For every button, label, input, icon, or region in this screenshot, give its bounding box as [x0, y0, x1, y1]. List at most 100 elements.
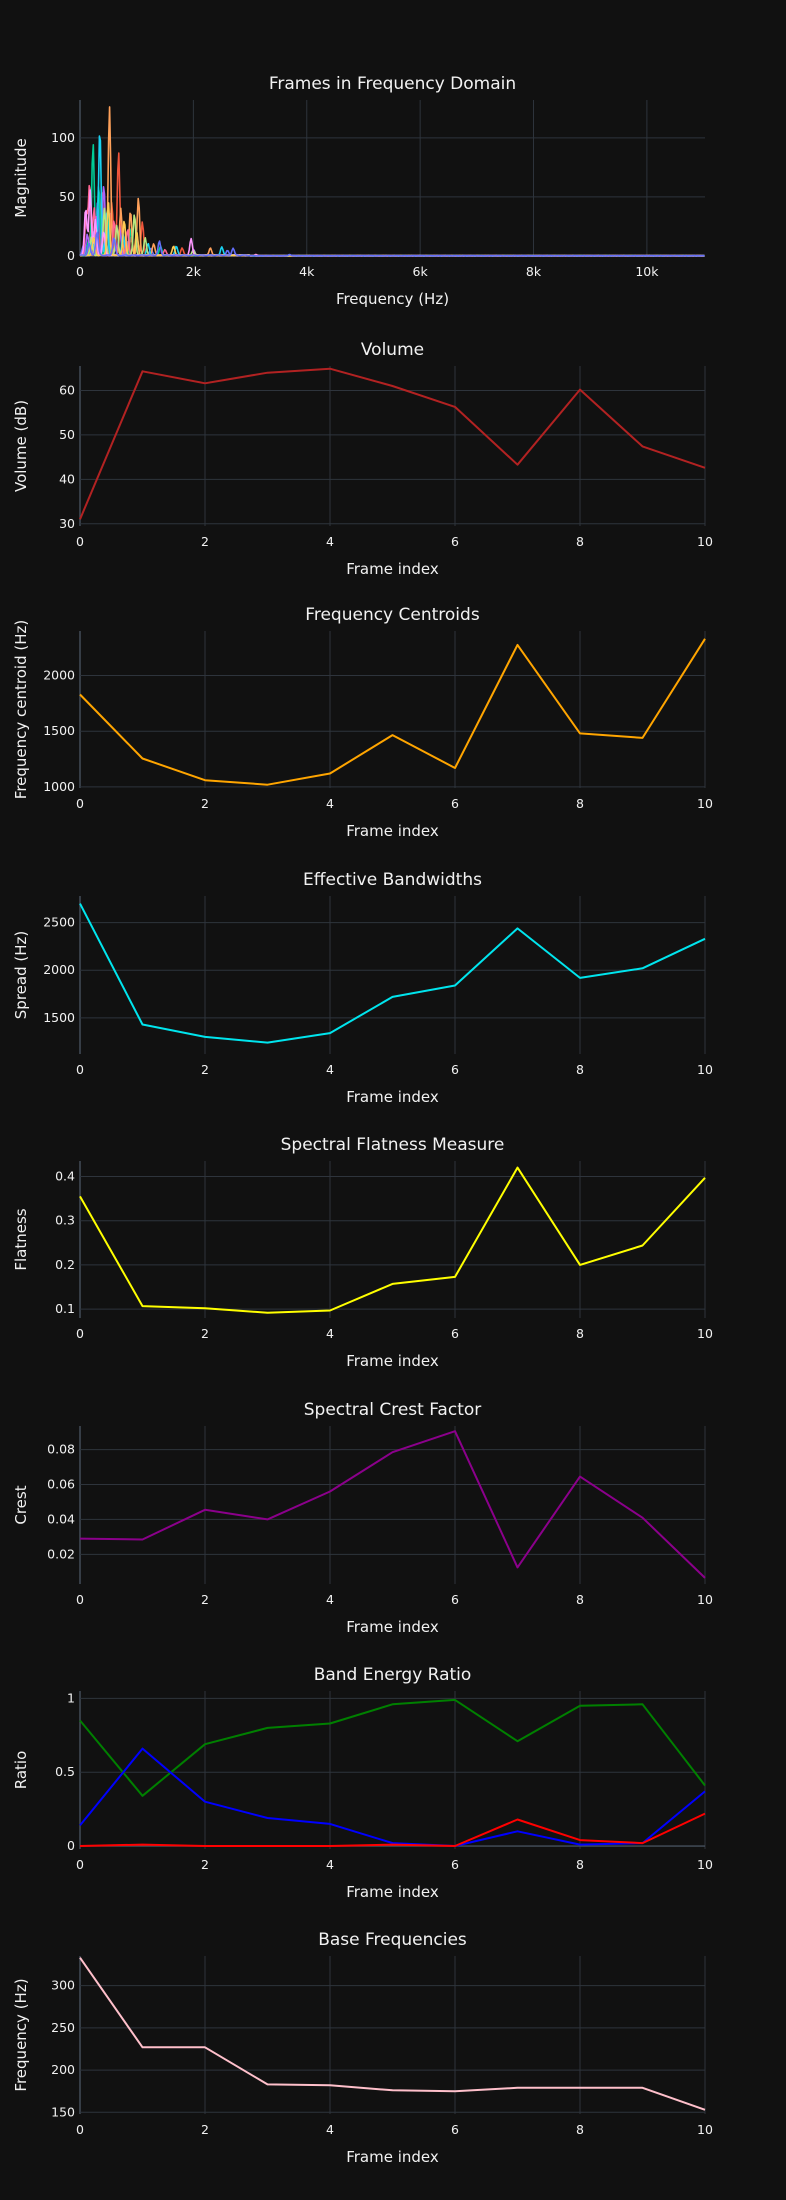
- x-axis-label: Frame index: [346, 1088, 439, 1106]
- series-line-1: [79, 903, 706, 1044]
- y-tick-label: 30: [59, 516, 75, 531]
- chart-panel-5: 0 2 4 6 8 10 0.1 0.2 0.3 0.4 Spectral Flatness Mea…: [12, 1135, 713, 1370]
- x-tick-label: 2: [201, 2122, 209, 2137]
- y-tick-label: 300: [51, 1978, 75, 1993]
- x-tick-label: 2: [201, 1592, 209, 1607]
- y-axis-label: Crest: [12, 1485, 30, 1524]
- chart-title: Spectral Crest Factor: [304, 1400, 482, 1420]
- x-tick-label: 6: [451, 2122, 459, 2137]
- x-tick-label: 0: [76, 2122, 84, 2137]
- y-axis-label: Flatness: [12, 1208, 30, 1270]
- chart-panel-2: 0 2 4 6 8 10 30 40 50 60 Volume Frame index Volume (…: [12, 340, 713, 578]
- x-axis-label: Frame index: [346, 2148, 439, 2166]
- series-line-3: [79, 1812, 706, 1847]
- y-tick-label: 0.08: [47, 1442, 75, 1457]
- chart-title: Frequency Centroids: [305, 605, 480, 625]
- x-tick-label: 6: [451, 1592, 459, 1607]
- y-tick-label: 0.02: [47, 1546, 75, 1561]
- spectrum-series-10: [79, 202, 705, 257]
- x-axis-label: Frame index: [346, 1352, 439, 1370]
- x-tick-label: 0: [76, 534, 84, 549]
- y-tick-label: 0: [67, 248, 75, 263]
- y-axis-label: Frequency (Hz): [12, 1978, 30, 2091]
- spectrum-series-3: [79, 144, 705, 257]
- x-tick-label: 4k: [299, 264, 315, 279]
- y-tick-label: 2500: [43, 915, 75, 930]
- series-line-1: [79, 1166, 706, 1314]
- x-tick-label: 2: [201, 1062, 209, 1077]
- x-tick-label: 4: [326, 1326, 334, 1341]
- x-tick-label: 8k: [526, 264, 542, 279]
- y-tick-label: 1: [67, 1690, 75, 1705]
- x-tick-label: 10: [697, 2122, 713, 2137]
- chart-title: Base Frequencies: [318, 1930, 467, 1950]
- x-tick-label: 4: [326, 796, 334, 811]
- chart-title: Frames in Frequency Domain: [269, 74, 516, 94]
- x-tick-label: 0: [76, 1062, 84, 1077]
- y-tick-label: 2000: [43, 668, 75, 683]
- y-tick-label: 0.2: [55, 1257, 75, 1272]
- series-line-1: [79, 367, 706, 520]
- y-tick-label: 150: [51, 2104, 75, 2119]
- chart-panel-4: 0 2 4 6 8 10 1500 2000 2500 Effective Bandwidths F…: [12, 870, 713, 1106]
- series-line-1: [79, 638, 706, 786]
- x-axis-label: Frame index: [346, 822, 439, 840]
- y-axis-label: Ratio: [12, 1751, 30, 1790]
- x-tick-label: 8: [576, 1592, 584, 1607]
- chart-title: Band Energy Ratio: [314, 1665, 472, 1685]
- y-tick-label: 0: [67, 1838, 75, 1853]
- y-tick-label: 40: [59, 471, 75, 486]
- y-axis-label: Volume (dB): [12, 400, 30, 492]
- x-tick-label: 6k: [413, 264, 429, 279]
- spectrum-series-6: [79, 135, 705, 257]
- x-tick-label: 4: [326, 1592, 334, 1607]
- spectrum-series-2: [79, 152, 705, 257]
- y-tick-label: 0.1: [55, 1301, 75, 1316]
- y-tick-label: 0.06: [47, 1476, 75, 1491]
- x-tick-label: 4: [326, 534, 334, 549]
- x-tick-label: 8: [576, 2122, 584, 2137]
- chart-title: Volume: [361, 340, 424, 360]
- y-tick-label: 50: [59, 427, 75, 442]
- x-tick-label: 0: [76, 264, 84, 279]
- x-tick-label: 2: [201, 534, 209, 549]
- x-tick-label: 0: [76, 796, 84, 811]
- x-tick-label: 0: [76, 1857, 84, 1872]
- x-axis-label: Frame index: [346, 1883, 439, 1901]
- y-tick-label: 250: [51, 2020, 75, 2035]
- spectrum-series-7: [79, 184, 705, 257]
- x-axis-label: Frame index: [346, 560, 439, 578]
- y-tick-label: 1500: [43, 1010, 75, 1025]
- x-tick-label: 10: [697, 534, 713, 549]
- x-tick-label: 6: [451, 534, 459, 549]
- x-tick-label: 10: [697, 1857, 713, 1872]
- y-tick-label: 200: [51, 2062, 75, 2077]
- y-tick-label: 1500: [43, 723, 75, 738]
- x-tick-label: 6: [451, 1062, 459, 1077]
- chart-panel-8: 0 2 4 6 8 10 150 200 250 300 Base Frequencies Frame…: [12, 1930, 713, 2166]
- x-tick-label: 2: [201, 796, 209, 811]
- spectrum-series-5: [79, 106, 705, 257]
- x-tick-label: 6: [451, 796, 459, 811]
- y-axis-label: Magnitude: [12, 138, 30, 217]
- y-tick-label: 2000: [43, 962, 75, 977]
- x-axis-label: Frequency (Hz): [336, 290, 449, 308]
- y-axis-label: Frequency centroid (Hz): [12, 620, 30, 799]
- x-tick-label: 6: [451, 1857, 459, 1872]
- x-tick-label: 10k: [635, 264, 659, 279]
- chart-title: Effective Bandwidths: [303, 870, 482, 890]
- x-tick-label: 0: [76, 1592, 84, 1607]
- x-tick-label: 8: [576, 796, 584, 811]
- series-line-1: [79, 1698, 706, 1797]
- x-axis-label: Frame index: [346, 1618, 439, 1636]
- y-tick-label: 50: [59, 189, 75, 204]
- x-tick-label: 10: [697, 1062, 713, 1077]
- x-tick-label: 4: [326, 1857, 334, 1872]
- x-tick-label: 2: [201, 1857, 209, 1872]
- y-tick-label: 60: [59, 382, 75, 397]
- y-tick-label: 100: [51, 130, 75, 145]
- y-tick-label: 0.3: [55, 1213, 75, 1228]
- chart-title: Spectral Flatness Measure: [281, 1135, 505, 1155]
- x-tick-label: 10: [697, 796, 713, 811]
